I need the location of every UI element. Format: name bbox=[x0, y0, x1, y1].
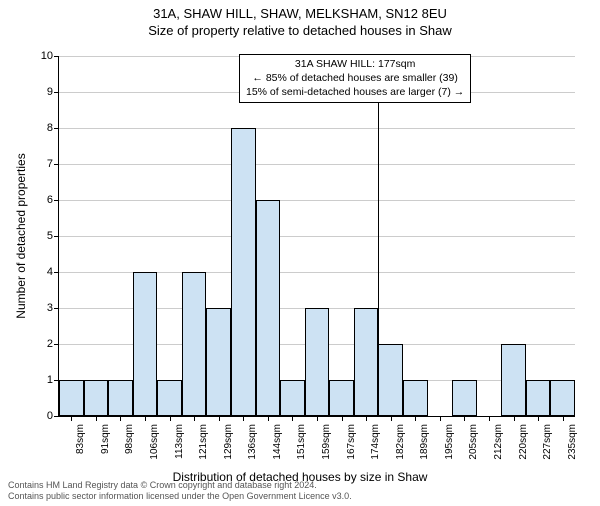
xtick-label: 144sqm bbox=[272, 424, 283, 460]
ytick-label: 6 bbox=[23, 194, 53, 206]
xtick-label: 159sqm bbox=[321, 424, 332, 460]
attribution-line: Contains public sector information licen… bbox=[8, 491, 352, 502]
ytick-mark bbox=[54, 92, 59, 93]
ytick-label: 4 bbox=[23, 266, 53, 278]
chart-title-sub: Size of property relative to detached ho… bbox=[0, 23, 600, 38]
xtick-mark bbox=[366, 416, 367, 421]
xtick-label: 227sqm bbox=[542, 424, 553, 460]
annotation-box: 31A SHAW HILL: 177sqm← 85% of detached h… bbox=[239, 54, 471, 103]
chart-title-main: 31A, SHAW HILL, SHAW, MELKSHAM, SN12 8EU bbox=[0, 6, 600, 21]
gridline bbox=[59, 200, 575, 201]
annotation-line: 31A SHAW HILL: 177sqm bbox=[246, 57, 464, 71]
bar bbox=[231, 128, 256, 416]
xtick-mark bbox=[292, 416, 293, 421]
bar bbox=[378, 344, 403, 416]
xtick-label: 121sqm bbox=[198, 424, 209, 460]
ytick-mark bbox=[54, 236, 59, 237]
xtick-label: 83sqm bbox=[75, 424, 86, 454]
xtick-label: 235sqm bbox=[567, 424, 578, 460]
xtick-mark bbox=[268, 416, 269, 421]
ytick-label: 9 bbox=[23, 86, 53, 98]
xtick-mark bbox=[71, 416, 72, 421]
ytick-mark bbox=[54, 416, 59, 417]
bar bbox=[59, 380, 84, 416]
xtick-label: 205sqm bbox=[468, 424, 479, 460]
bar bbox=[354, 308, 379, 416]
ytick-label: 10 bbox=[23, 50, 53, 62]
bar bbox=[157, 380, 182, 416]
xtick-mark bbox=[243, 416, 244, 421]
annotation-line: 15% of semi-detached houses are larger (… bbox=[246, 85, 464, 99]
ytick-mark bbox=[54, 272, 59, 273]
highlight-line bbox=[378, 56, 379, 416]
xtick-mark bbox=[145, 416, 146, 421]
attribution-line: Contains HM Land Registry data © Crown c… bbox=[8, 480, 352, 491]
bar bbox=[280, 380, 305, 416]
xtick-mark bbox=[440, 416, 441, 421]
attribution-text: Contains HM Land Registry data © Crown c… bbox=[8, 480, 352, 503]
xtick-mark bbox=[342, 416, 343, 421]
ytick-label: 2 bbox=[23, 338, 53, 350]
gridline bbox=[59, 236, 575, 237]
plot-region: 01234567891083sqm91sqm98sqm106sqm113sqm1… bbox=[58, 56, 575, 417]
xtick-mark bbox=[120, 416, 121, 421]
ytick-label: 5 bbox=[23, 230, 53, 242]
xtick-mark bbox=[489, 416, 490, 421]
bar bbox=[305, 308, 330, 416]
xtick-mark bbox=[194, 416, 195, 421]
xtick-mark bbox=[391, 416, 392, 421]
xtick-label: 98sqm bbox=[124, 424, 135, 454]
xtick-mark bbox=[96, 416, 97, 421]
xtick-mark bbox=[464, 416, 465, 421]
bar bbox=[501, 344, 526, 416]
xtick-label: 182sqm bbox=[395, 424, 406, 460]
ytick-label: 1 bbox=[23, 374, 53, 386]
xtick-mark bbox=[317, 416, 318, 421]
bar bbox=[133, 272, 158, 416]
xtick-label: 189sqm bbox=[419, 424, 430, 460]
ytick-label: 7 bbox=[23, 158, 53, 170]
bar bbox=[256, 200, 281, 416]
ytick-mark bbox=[54, 200, 59, 201]
bar bbox=[403, 380, 428, 416]
ytick-label: 8 bbox=[23, 122, 53, 134]
bar bbox=[182, 272, 207, 416]
xtick-mark bbox=[219, 416, 220, 421]
bar bbox=[108, 380, 133, 416]
bar bbox=[550, 380, 575, 416]
bar bbox=[84, 380, 109, 416]
xtick-mark bbox=[563, 416, 564, 421]
annotation-line: ← 85% of detached houses are smaller (39… bbox=[246, 71, 464, 85]
ytick-mark bbox=[54, 344, 59, 345]
xtick-label: 136sqm bbox=[247, 424, 258, 460]
gridline bbox=[59, 128, 575, 129]
xtick-label: 91sqm bbox=[100, 424, 111, 454]
bar bbox=[206, 308, 231, 416]
xtick-label: 129sqm bbox=[223, 424, 234, 460]
gridline bbox=[59, 164, 575, 165]
xtick-label: 212sqm bbox=[493, 424, 504, 460]
bar bbox=[329, 380, 354, 416]
xtick-mark bbox=[170, 416, 171, 421]
bar bbox=[526, 380, 551, 416]
chart-area: 01234567891083sqm91sqm98sqm106sqm113sqm1… bbox=[58, 56, 574, 416]
bar bbox=[452, 380, 477, 416]
xtick-label: 151sqm bbox=[296, 424, 307, 460]
xtick-label: 106sqm bbox=[149, 424, 160, 460]
xtick-label: 113sqm bbox=[174, 424, 185, 459]
xtick-label: 174sqm bbox=[370, 424, 381, 460]
ytick-label: 0 bbox=[23, 410, 53, 422]
xtick-label: 195sqm bbox=[444, 424, 455, 460]
ytick-mark bbox=[54, 164, 59, 165]
ytick-mark bbox=[54, 308, 59, 309]
ytick-label: 3 bbox=[23, 302, 53, 314]
ytick-mark bbox=[54, 128, 59, 129]
ytick-mark bbox=[54, 56, 59, 57]
xtick-mark bbox=[538, 416, 539, 421]
xtick-label: 220sqm bbox=[518, 424, 529, 460]
xtick-mark bbox=[514, 416, 515, 421]
xtick-mark bbox=[415, 416, 416, 421]
xtick-label: 167sqm bbox=[346, 424, 357, 460]
